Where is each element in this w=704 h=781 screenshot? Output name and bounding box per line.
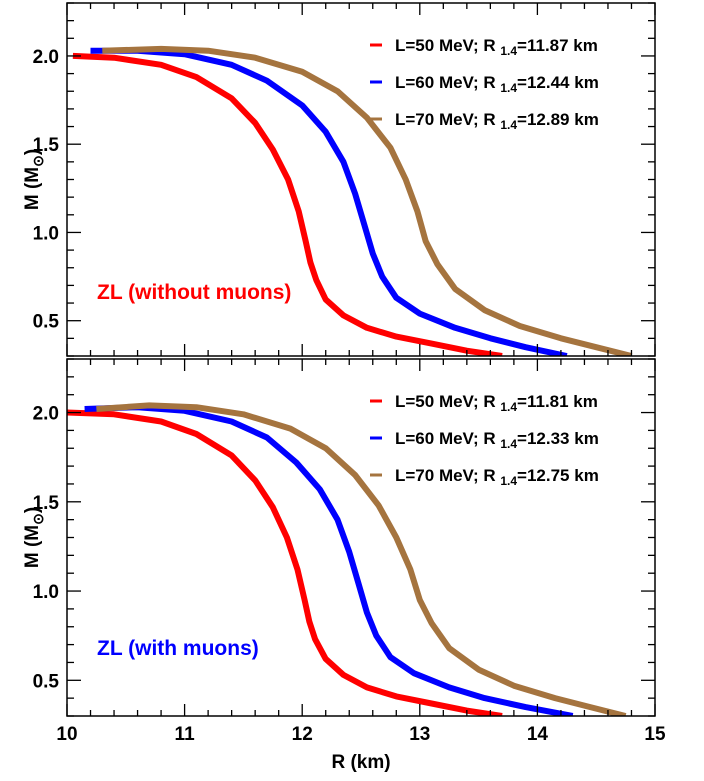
series-line-3	[102, 45, 633, 356]
y-tick-label: 0.5	[33, 312, 60, 333]
legend-label: L=60 MeV; R 1.4=12.33 km	[395, 429, 599, 451]
legend: L=50 MeV; R 1.4=11.81 km L=60 MeV; R 1.4=…	[370, 392, 599, 488]
plot-frame	[66, 358, 656, 717]
y-tick-label: 1.0	[33, 582, 59, 603]
legend-label: L=50 MeV; R 1.4=11.87 km	[395, 36, 598, 58]
panel-annotation: ZL (without muons)	[97, 281, 291, 304]
y-tick-label: 0.5	[33, 671, 60, 692]
series-line-1	[72, 52, 503, 356]
y-axis-label: M (M⊙)	[22, 149, 46, 210]
y-tick-label: 2.0	[33, 47, 59, 68]
y-axis-label: M (M⊙)	[22, 507, 46, 568]
bottom-panel: 0.5 1.0 1.5 2.0 10 11 12 13 14 15 R (km) M (M⊙) L=50…	[22, 358, 666, 773]
legend-label: L=70 MeV; R 1.4=12.89 km	[395, 110, 599, 132]
legend-label: L=60 MeV; R 1.4=12.44 km	[395, 73, 599, 95]
series-line-1	[67, 409, 503, 716]
y-tick-label: 2.0	[33, 404, 59, 425]
y-tick-label: 1.5	[33, 493, 60, 514]
top-panel: 0.5 1.0 1.5 2.0 M (M⊙) L=50 MeV; R 1.4=11.87 …	[22, 2, 656, 357]
legend-label: L=70 MeV; R 1.4=12.75 km	[395, 466, 599, 488]
x-axis-label: R (km)	[331, 752, 390, 773]
x-tick-label: 14	[527, 724, 549, 745]
x-tick-label: 15	[644, 724, 666, 745]
series-line-3	[96, 402, 627, 716]
curves	[72, 45, 633, 356]
x-tick-label: 11	[175, 724, 196, 745]
x-tick-label: 10	[56, 724, 77, 745]
panel-annotation: ZL (with muons)	[97, 637, 259, 660]
legend-label: L=50 MeV; R 1.4=11.81 km	[395, 392, 598, 414]
legend: L=50 MeV; R 1.4=11.87 km L=60 MeV; R 1.4=…	[370, 36, 599, 132]
y-tick-label: 1.0	[33, 223, 59, 244]
curves	[67, 402, 627, 716]
series-line-2	[84, 404, 574, 716]
x-tick-label: 12	[292, 724, 313, 745]
series-line-2	[90, 47, 568, 356]
y-tick-label: 1.5	[33, 135, 60, 156]
x-tick-label: 13	[409, 724, 430, 745]
